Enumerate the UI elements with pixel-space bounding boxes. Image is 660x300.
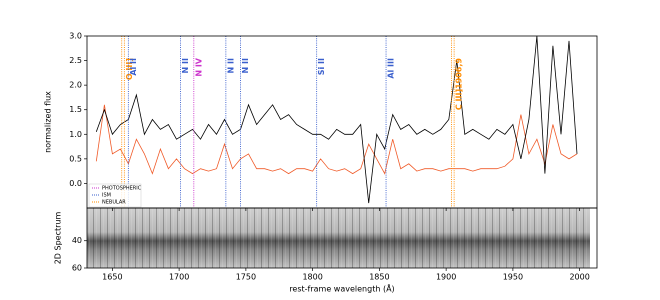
- x-tick-label: 1900: [436, 273, 456, 282]
- line-label: Al II: [129, 58, 138, 76]
- line-label: O III]: [125, 58, 134, 80]
- legend-label: ISM: [102, 193, 111, 199]
- y-axis-label: 2D Spectrum: [54, 212, 63, 265]
- x-tick-label: 1750: [236, 273, 256, 282]
- y-tick-label: 60: [72, 264, 82, 273]
- x-axis-label: rest-frame wavelength (Å): [289, 283, 394, 294]
- x-tick-label: 1950: [503, 273, 523, 282]
- legend-box: [88, 183, 142, 208]
- axes-frame: [86, 207, 598, 269]
- y-tick-label: 0.0: [69, 179, 82, 188]
- y-tick-label: 2.5: [69, 56, 82, 65]
- x-tick-label: 2000: [569, 273, 589, 282]
- line-label: Al III: [387, 58, 396, 79]
- spectrum-line: [95, 36, 578, 204]
- y-axis-label: normalized flux: [44, 91, 53, 153]
- x-tick-label: 1650: [102, 273, 122, 282]
- line-label: N IV: [194, 57, 203, 76]
- line-label: N II: [241, 58, 250, 73]
- axes-frame: [86, 35, 598, 209]
- y-tick-label: 1.0: [69, 130, 82, 139]
- line-label: N II: [226, 58, 235, 73]
- y-tick-label: 3.0: [69, 32, 82, 41]
- legend-label: PHOTOSPHERIC: [102, 186, 142, 192]
- x-tick-label: 1800: [302, 273, 322, 282]
- spectrum-line: [95, 104, 578, 175]
- y-tick-label: 0.5: [69, 154, 82, 163]
- y-tick-label: 1.5: [69, 105, 82, 114]
- legend-label: NEBULAR: [102, 200, 126, 206]
- spectrum-image: [87, 208, 590, 268]
- line-label: N II: [181, 58, 190, 73]
- y-tick-label: 40: [72, 236, 82, 245]
- line-label: C III]1906,9: [455, 58, 464, 111]
- line-label: Si II: [317, 58, 326, 75]
- x-tick-label: 1850: [369, 273, 389, 282]
- y-tick-label: 2.0: [69, 81, 82, 90]
- x-tick-label: 1700: [169, 273, 189, 282]
